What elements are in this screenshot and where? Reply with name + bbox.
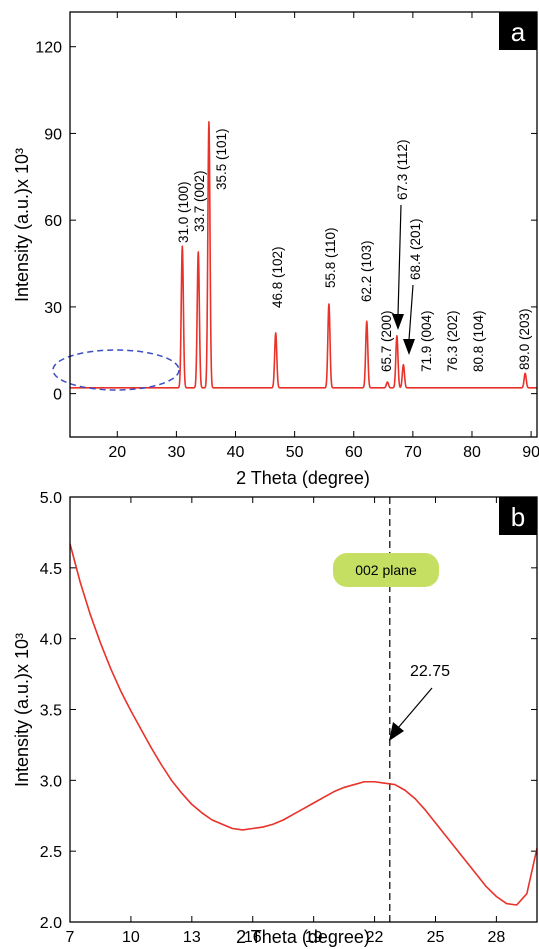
panel-a-tick-labels: 20 30 40 50 60 70 80 90 0 30 60 90 120 [35, 40, 539, 461]
a-xtick-label-4: 60 [345, 444, 363, 461]
peak-label-80: 80.8 (104) [471, 310, 486, 372]
panel-b-xlabel: 2 Theta (degree) [236, 927, 370, 947]
panel-a-xlabel: 2 Theta (degree) [236, 468, 370, 488]
peak-label-89: 89.0 (203) [517, 308, 532, 370]
panel-a-arrows [392, 204, 415, 355]
a-xtick-label-6: 80 [463, 444, 481, 461]
plane-label: 002 plane [355, 562, 417, 578]
b-xtick-label-2: 13 [183, 929, 201, 946]
panel-b-letter: b [511, 502, 525, 532]
panel-a-series-line [69, 121, 538, 389]
a-xtick-label-7: 90 [522, 444, 539, 461]
arrow-68-line [408, 284, 414, 341]
a-xtick-label-2: 40 [227, 444, 245, 461]
panel-a-letter: a [511, 17, 526, 47]
panel-a-ylabel: Intensity (a.u.)x 10³ [12, 148, 32, 302]
a-xtick-label-5: 70 [404, 444, 422, 461]
peak-label-31: 31.0 (100) [176, 181, 191, 243]
b-xtick-label-6: 25 [427, 929, 445, 946]
b-xtick-label-7: 28 [487, 929, 505, 946]
b-ytick-label-4: 4.0 [40, 632, 62, 649]
b-ytick-label-2: 3.0 [40, 773, 62, 790]
b-ytick-label-3: 3.5 [40, 703, 62, 720]
b-xtick-label-3: 16 [244, 929, 262, 946]
arrow-67-head [392, 314, 404, 330]
b-xtick-label-1: 10 [122, 929, 140, 946]
peak-label-33: 33.7 (002) [192, 170, 207, 232]
b-xtick-label-4: 19 [305, 929, 323, 946]
peak-label-76: 76.3 (202) [445, 310, 460, 372]
peak-label-71: 71.9 (004) [419, 310, 434, 372]
peak-label-68: 68.4 (201) [408, 218, 423, 280]
panel-b-series-line [69, 543, 538, 906]
b-ytick-label-6: 5.0 [40, 490, 62, 507]
peak-label-62: 62.2 (103) [359, 240, 374, 302]
a-xtick-label-3: 50 [286, 444, 304, 461]
b-ytick-label-0: 2.0 [40, 915, 62, 932]
arrow-68-head [403, 339, 415, 355]
panel-a-peak-labels: 31.0 (100) 33.7 (002) 35.5 (101) 46.8 (1… [176, 128, 532, 372]
panel-a-amorphous-ellipse [52, 349, 180, 391]
a-xtick-label-1: 30 [168, 444, 186, 461]
a-ytick-label-2: 60 [44, 213, 62, 230]
a-ytick-label-3: 90 [44, 126, 62, 143]
panel-b-tick-labels: 7 10 13 16 19 22 25 28 2.0 2.5 3.0 3.5 4.0 4.5 5.0 [40, 490, 506, 946]
plane-label-bubble [333, 553, 439, 587]
panel-b-frame [69, 496, 538, 923]
panel-b-letter-box [499, 497, 537, 535]
a-ytick-label-0: 0 [53, 387, 62, 404]
panel-b: 7 10 13 16 19 22 25 28 2.0 2.5 3.0 3.5 4.0 4.5 5.0 002… [12, 490, 538, 947]
panel-b-ticks [69, 496, 537, 923]
peak-label-55: 55.8 (110) [323, 227, 338, 288]
a-ytick-label-1: 30 [44, 300, 62, 317]
peak-value-arrow-line [397, 687, 433, 729]
peak-label-65: 65.7 (200) [379, 310, 394, 372]
peak-label-46: 46.8 (102) [270, 246, 285, 308]
arrow-67-line [397, 204, 402, 316]
b-ytick-label-1: 2.5 [40, 844, 62, 861]
peak-label-67: 67.3 (112) [395, 139, 410, 200]
a-ytick-label-4: 120 [35, 40, 62, 57]
panel-a-ticks [70, 12, 537, 437]
panel-a-letter-box [499, 12, 537, 50]
b-xtick-label-5: 22 [366, 929, 384, 946]
panel-a-frame [69, 11, 538, 438]
panel-a: 20 30 40 50 60 70 80 90 0 30 60 90 120 31.0 (100) 33… [12, 11, 539, 488]
panel-b-ylabel: Intensity (a.u.)x 10³ [12, 633, 32, 787]
peak-value-arrow-head [389, 722, 404, 741]
a-xtick-label-0: 20 [108, 444, 126, 461]
b-ytick-label-5: 4.5 [40, 561, 62, 578]
peak-value-label: 22.75 [410, 663, 450, 680]
peak-label-35: 35.5 (101) [214, 128, 229, 190]
b-xtick-label-0: 7 [66, 929, 75, 946]
